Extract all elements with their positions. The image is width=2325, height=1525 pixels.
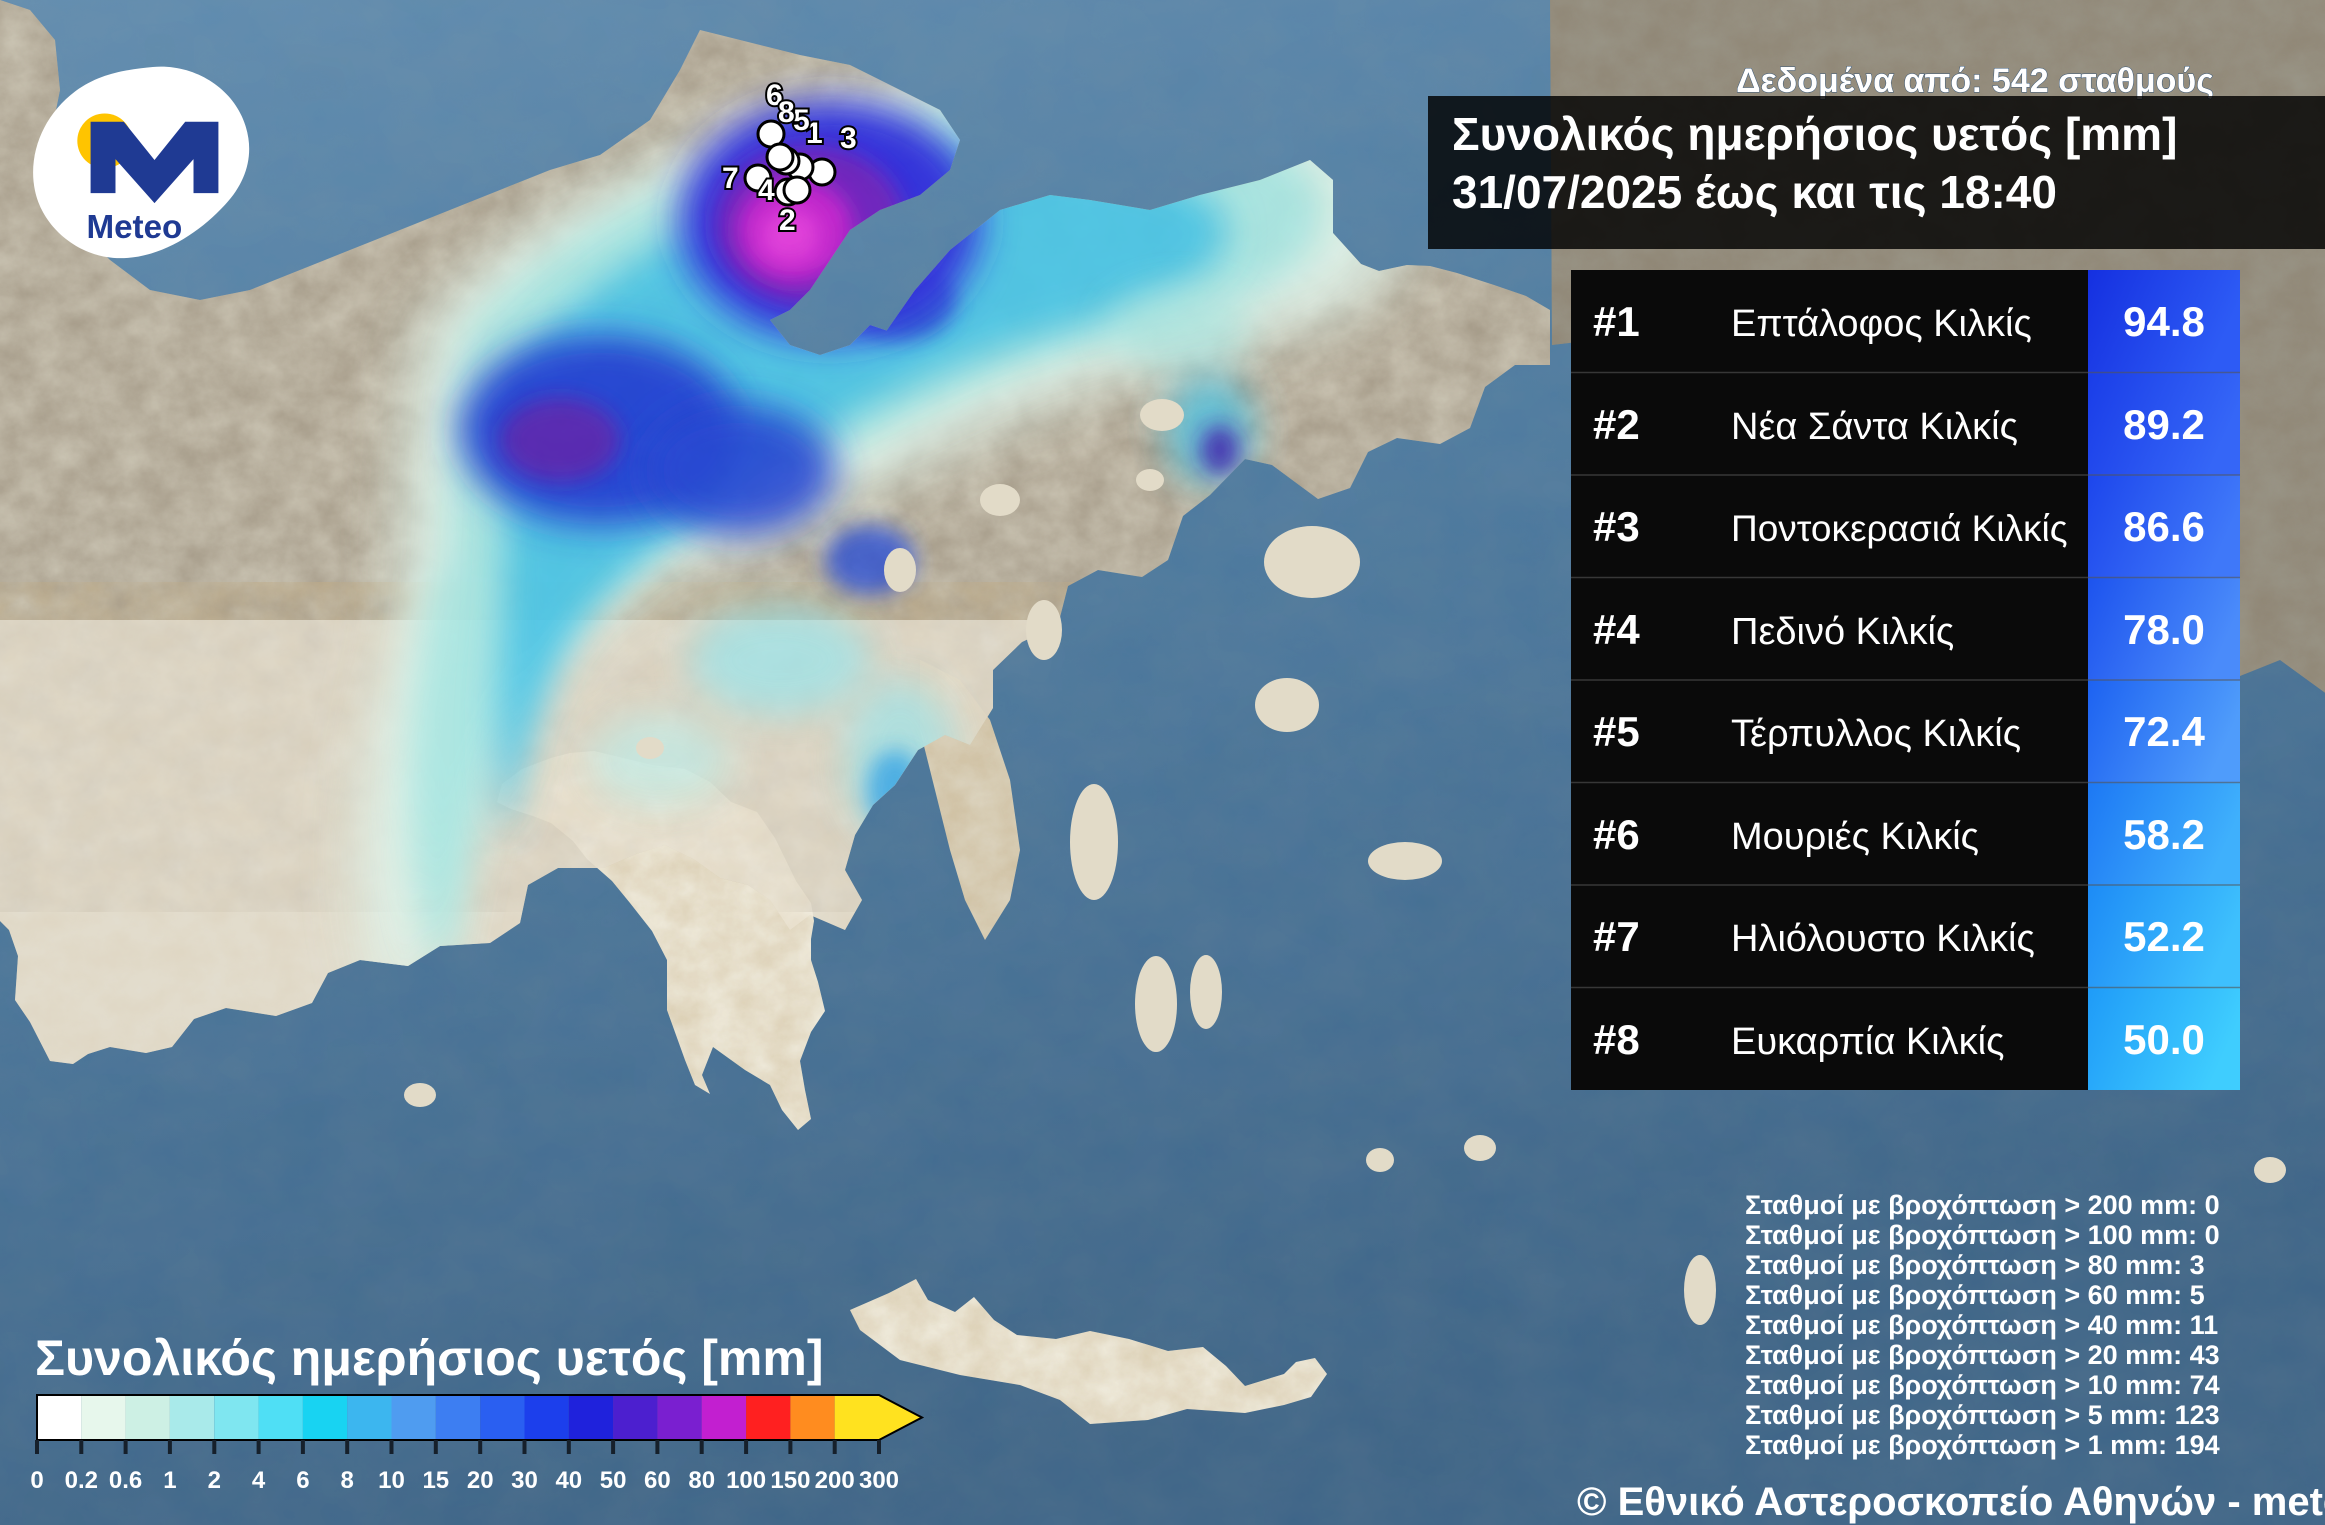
svg-text:200: 200: [815, 1467, 855, 1494]
svg-text:Σταθμοί με βροχόπτωση > 100 mm: Σταθμοί με βροχόπτωση > 100 mm: 0: [1745, 1220, 2220, 1250]
svg-text:#3: #3: [1593, 503, 1640, 550]
svg-text:Δεδομένα από: 542 σταθμούς: Δεδομένα από: 542 σταθμούς: [1736, 62, 2214, 100]
svg-text:58.2: 58.2: [2123, 811, 2205, 858]
svg-text:#1: #1: [1593, 298, 1640, 345]
svg-text:31/07/2025 έως και τις 18:40: 31/07/2025 έως και τις 18:40: [1452, 166, 2057, 218]
svg-text:4: 4: [758, 174, 775, 207]
svg-text:#2: #2: [1593, 401, 1640, 448]
svg-text:#7: #7: [1593, 913, 1640, 960]
svg-text:5: 5: [793, 104, 810, 137]
svg-text:Σταθμοί με βροχόπτωση > 5 mm:: Σταθμοί με βροχόπτωση > 5 mm: 123: [1745, 1400, 2220, 1430]
svg-text:Συνολικός ημερήσιος υετός [mm]: Συνολικός ημερήσιος υετός [mm]: [35, 1330, 823, 1386]
svg-text:50.0: 50.0: [2123, 1016, 2205, 1063]
svg-text:Επτάλοφος Κιλκίς: Επτάλοφος Κιλκίς: [1731, 303, 2032, 345]
svg-text:Μουριές Κιλκίς: Μουριές Κιλκίς: [1731, 816, 1979, 858]
svg-text:Σταθμοί με βροχόπτωση > 80 mm:: Σταθμοί με βροχόπτωση > 80 mm: 3: [1745, 1250, 2205, 1280]
svg-text:300: 300: [859, 1467, 899, 1494]
svg-text:Σταθμοί με βροχόπτωση > 40 mm:: Σταθμοί με βροχόπτωση > 40 mm: 11: [1745, 1310, 2218, 1340]
svg-text:#8: #8: [1593, 1016, 1640, 1063]
svg-text:© Εθνικό Αστεροσκοπείο Αθηνών: © Εθνικό Αστεροσκοπείο Αθηνών - meteo.gr: [1577, 1480, 2325, 1524]
svg-text:Συνολικός ημερήσιος υετός [mm]: Συνολικός ημερήσιος υετός [mm]: [1452, 108, 2177, 160]
svg-text:Σταθμοί με βροχόπτωση > 10 mm:: Σταθμοί με βροχόπτωση > 10 mm: 74: [1745, 1370, 2220, 1400]
svg-text:8: 8: [778, 96, 795, 129]
svg-text:78.0: 78.0: [2123, 606, 2205, 653]
svg-text:Σταθμοί με βροχόπτωση > 60 mm:: Σταθμοί με βροχόπτωση > 60 mm: 5: [1745, 1280, 2205, 1310]
svg-text:#5: #5: [1593, 708, 1640, 755]
svg-text:1: 1: [163, 1467, 176, 1494]
svg-text:2: 2: [779, 204, 796, 237]
svg-text:30: 30: [511, 1467, 538, 1494]
svg-text:40: 40: [555, 1467, 582, 1494]
svg-text:Meteo: Meteo: [86, 209, 182, 246]
svg-text:Ηλιόλουστο Κιλκίς: Ηλιόλουστο Κιλκίς: [1731, 918, 2035, 960]
svg-text:20: 20: [467, 1467, 494, 1494]
svg-text:150: 150: [770, 1467, 810, 1494]
svg-text:Σταθμοί με βροχόπτωση > 200 mm: Σταθμοί με βροχόπτωση > 200 mm: 0: [1745, 1190, 2220, 1220]
svg-text:60: 60: [644, 1467, 671, 1494]
svg-text:Σταθμοί με βροχόπτωση > 20 mm:: Σταθμοί με βροχόπτωση > 20 mm: 43: [1745, 1340, 2220, 1370]
svg-text:3: 3: [840, 122, 857, 155]
svg-text:8: 8: [341, 1467, 354, 1494]
svg-text:0.2: 0.2: [65, 1467, 98, 1494]
svg-text:Ευκαρπία Κιλκίς: Ευκαρπία Κιλκίς: [1731, 1021, 2004, 1063]
svg-text:0: 0: [30, 1467, 43, 1494]
svg-text:10: 10: [378, 1467, 405, 1494]
svg-text:72.4: 72.4: [2123, 708, 2205, 755]
svg-text:Ποντοκερασιά Κιλκίς: Ποντοκερασιά Κιλκίς: [1731, 508, 2068, 549]
svg-text:Νέα Σάντα Κιλκίς: Νέα Σάντα Κιλκίς: [1731, 406, 2018, 448]
svg-text:6: 6: [296, 1467, 309, 1494]
svg-text:Τέρπυλλος Κιλκίς: Τέρπυλλος Κιλκίς: [1731, 713, 2021, 755]
svg-text:89.2: 89.2: [2123, 401, 2205, 448]
svg-text:100: 100: [726, 1467, 766, 1494]
svg-text:Πεδινό Κιλκίς: Πεδινό Κιλκίς: [1731, 611, 1954, 653]
svg-text:0.6: 0.6: [109, 1467, 142, 1494]
svg-text:94.8: 94.8: [2123, 298, 2205, 345]
svg-text:Σταθμοί με βροχόπτωση > 1 mm:: Σταθμοί με βροχόπτωση > 1 mm: 194: [1745, 1430, 2220, 1460]
svg-text:50: 50: [600, 1467, 627, 1494]
svg-text:2: 2: [208, 1467, 221, 1494]
svg-text:#4: #4: [1593, 606, 1640, 653]
svg-text:80: 80: [688, 1467, 715, 1494]
svg-text:#6: #6: [1593, 811, 1640, 858]
svg-text:86.6: 86.6: [2123, 503, 2205, 550]
svg-text:15: 15: [422, 1467, 449, 1494]
svg-text:4: 4: [252, 1467, 266, 1494]
svg-text:52.2: 52.2: [2123, 913, 2205, 960]
svg-text:7: 7: [722, 162, 739, 195]
